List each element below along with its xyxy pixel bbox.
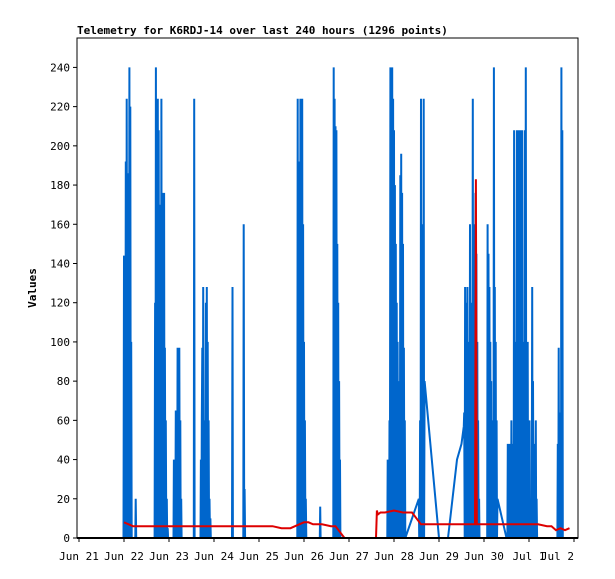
y-tick-label: 40: [57, 454, 70, 467]
x-tick-label: Jun 21: [59, 550, 99, 563]
series-line-1: [122, 67, 564, 539]
y-tick-label: 80: [57, 375, 70, 388]
x-tick-label: Jun 23: [149, 550, 189, 563]
y-axis: 0 20 40 60 80 100 120 140 160 180 200 220 240: [50, 61, 77, 545]
chart-title: Telemetry for K6RDJ-14 over last 240 hou…: [77, 24, 448, 37]
series-layer: [122, 67, 570, 539]
y-tick-label: 240: [50, 61, 70, 74]
y-tick-label: 180: [50, 179, 70, 192]
x-tick-label: Jun 29: [419, 550, 459, 563]
y-tick-label: 140: [50, 257, 70, 270]
y-tick-label: 120: [50, 297, 70, 310]
x-tick-label: Jun 28: [374, 550, 414, 563]
x-tick-label: Jul 2: [541, 550, 574, 563]
x-axis: Jun 21 Jun 22 Jun 23 Jun 24 Jun 25 Jun 26 Jun …: [59, 538, 575, 563]
y-tick-label: 100: [50, 336, 70, 349]
y-tick-label: 20: [57, 493, 70, 506]
y-tick-label: 0: [63, 532, 70, 545]
y-tick-label: 220: [50, 101, 70, 114]
x-tick-label: Jun 25: [239, 550, 279, 563]
y-tick-label: 200: [50, 140, 70, 153]
x-tick-label: Jun 27: [329, 550, 369, 563]
series-line-2: [123, 179, 570, 539]
x-tick-label: Jun 26: [284, 550, 324, 563]
plot-area: [76, 37, 579, 539]
y-axis-label: Values: [26, 268, 39, 308]
x-tick-label: Jun 30: [464, 550, 504, 563]
x-tick-label: Jun 22: [104, 550, 144, 563]
y-tick-label: 160: [50, 218, 70, 231]
y-tick-label: 60: [57, 414, 70, 427]
x-tick-label: Jul 1: [512, 550, 545, 563]
x-tick-label: Jun 24: [194, 550, 234, 563]
